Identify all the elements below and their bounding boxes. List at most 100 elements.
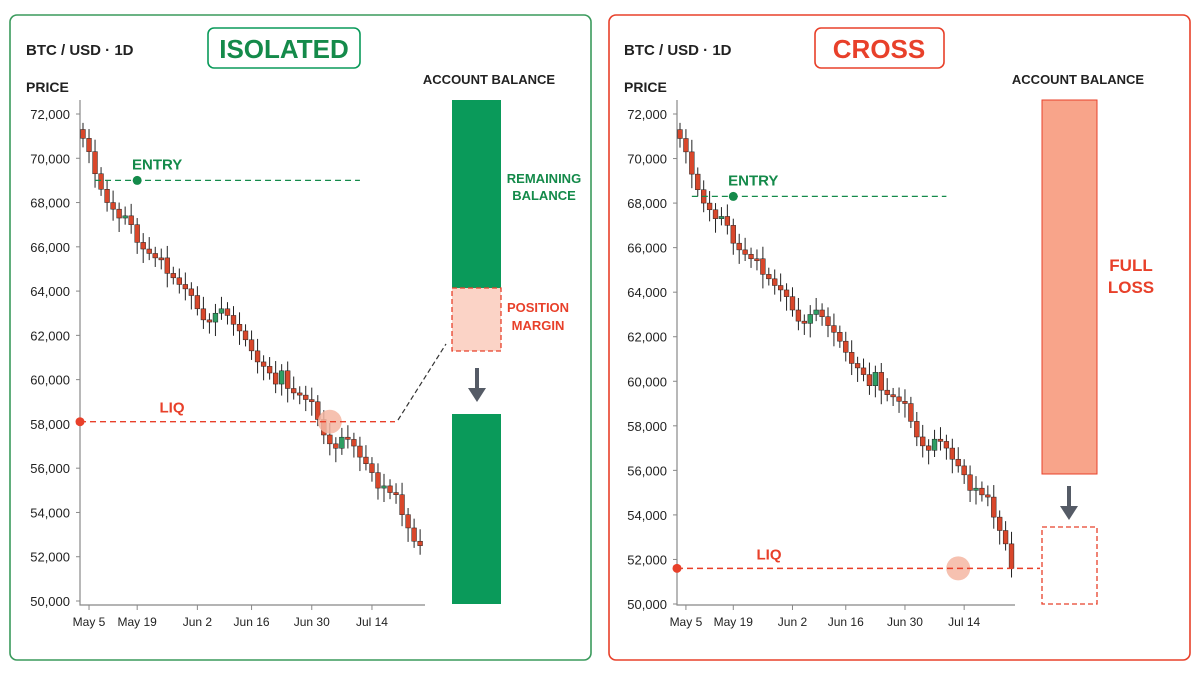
candle bbox=[248, 330, 255, 360]
candle bbox=[979, 481, 985, 502]
candle bbox=[985, 485, 991, 507]
y-axis-labels: 72,000 70,000 68,000 66,000 64,000 62,000 60,0… bbox=[627, 107, 667, 612]
x-tick-label: Jul 14 bbox=[356, 615, 388, 629]
candle bbox=[381, 473, 387, 503]
y-tick-label: 52,000 bbox=[627, 552, 667, 567]
x-axis-labels: May 5 May 19 Jun 2 Jun 16 Jun 30 Jul 14 bbox=[670, 605, 980, 629]
candle bbox=[387, 479, 393, 500]
candle bbox=[1002, 521, 1009, 551]
candle bbox=[860, 358, 867, 382]
remaining-balance-bar bbox=[452, 100, 501, 288]
price-axis-title: PRICE bbox=[624, 79, 667, 95]
candle bbox=[777, 273, 784, 302]
candle bbox=[997, 510, 1003, 545]
candle bbox=[712, 203, 719, 233]
entry-marker: ENTRY bbox=[95, 156, 360, 185]
x-tick-label: Jun 30 bbox=[294, 615, 330, 629]
x-tick-label: Jun 2 bbox=[778, 615, 808, 629]
candle bbox=[925, 439, 932, 465]
candle bbox=[212, 303, 219, 337]
account-balance-title: ACCOUNT BALANCE bbox=[423, 72, 555, 87]
liquidation-highlight bbox=[317, 409, 342, 434]
y-tick-label: 64,000 bbox=[627, 285, 667, 300]
y-tick-label: 54,000 bbox=[30, 505, 70, 520]
entry-dot bbox=[728, 191, 738, 201]
candle bbox=[200, 296, 207, 329]
candle bbox=[949, 438, 955, 474]
candlestick-series bbox=[80, 122, 423, 555]
y-tick-label: 66,000 bbox=[627, 241, 667, 256]
full-loss-label: FULL LOSS bbox=[1108, 256, 1154, 297]
candle bbox=[351, 432, 357, 458]
candle bbox=[291, 376, 297, 400]
candle bbox=[831, 313, 837, 347]
candle bbox=[754, 249, 760, 271]
y-tick-label: 58,000 bbox=[627, 419, 667, 434]
y-tick-label: 66,000 bbox=[30, 240, 70, 255]
candlestick-series bbox=[677, 122, 1015, 578]
entry-dot bbox=[132, 175, 142, 185]
candle bbox=[393, 483, 399, 504]
candle bbox=[405, 508, 411, 542]
candle bbox=[813, 297, 819, 322]
y-tick-label: 68,000 bbox=[30, 196, 70, 211]
x-tick-label: May 5 bbox=[73, 615, 106, 629]
candle bbox=[961, 459, 967, 484]
liquidation-marker: LIQ bbox=[75, 400, 395, 434]
candle bbox=[695, 167, 701, 197]
candle bbox=[242, 324, 249, 347]
entry-label: ENTRY bbox=[132, 156, 182, 173]
candle bbox=[206, 313, 213, 334]
candle bbox=[122, 206, 128, 225]
entry-label: ENTRY bbox=[728, 172, 778, 189]
candle bbox=[80, 122, 86, 148]
candle bbox=[86, 129, 92, 164]
candle bbox=[967, 465, 973, 502]
x-tick-label: Jun 2 bbox=[183, 615, 213, 629]
y-axis-ticks bbox=[673, 113, 677, 605]
candle bbox=[736, 233, 742, 264]
candle bbox=[866, 362, 873, 395]
candle bbox=[116, 202, 122, 232]
candle bbox=[417, 529, 423, 555]
isolated-panel-frame bbox=[9, 14, 592, 661]
candle bbox=[152, 246, 158, 267]
candle bbox=[772, 269, 778, 295]
x-tick-label: Jun 16 bbox=[828, 615, 864, 629]
chart-axes bbox=[79, 100, 425, 606]
candle bbox=[188, 282, 195, 310]
candle bbox=[357, 436, 363, 472]
candle bbox=[140, 233, 146, 263]
candle bbox=[230, 306, 237, 336]
isolated-panel: BTC / USD · 1D ISOLATED PRICE 72,000 70,0… bbox=[9, 14, 592, 661]
liquidation-dot bbox=[75, 417, 85, 427]
candle bbox=[724, 204, 731, 235]
candle bbox=[872, 365, 879, 398]
candle bbox=[158, 248, 164, 270]
candle bbox=[908, 396, 914, 429]
y-tick-label: 58,000 bbox=[30, 417, 70, 432]
cross-panel-frame bbox=[608, 14, 1191, 661]
candle bbox=[819, 303, 825, 326]
candle bbox=[92, 139, 98, 188]
y-tick-label: 50,000 bbox=[30, 594, 70, 609]
candle bbox=[902, 389, 908, 418]
candle bbox=[854, 356, 861, 382]
y-tick-label: 52,000 bbox=[30, 550, 70, 565]
candle bbox=[878, 363, 884, 405]
candle bbox=[399, 482, 405, 527]
full-loss-bar bbox=[1041, 99, 1098, 475]
candle bbox=[955, 447, 961, 473]
down-arrow-icon bbox=[1060, 486, 1078, 520]
candle bbox=[991, 485, 997, 529]
candle bbox=[194, 286, 201, 316]
candle bbox=[146, 237, 152, 261]
candle bbox=[170, 266, 176, 285]
candle bbox=[236, 312, 243, 345]
x-tick-label: Jul 14 bbox=[948, 615, 980, 629]
candle bbox=[110, 190, 116, 221]
candle bbox=[266, 357, 273, 380]
candle bbox=[333, 437, 339, 463]
account-balance-title: ACCOUNT BALANCE bbox=[1012, 72, 1144, 87]
liquidation-label: LIQ bbox=[757, 546, 782, 563]
